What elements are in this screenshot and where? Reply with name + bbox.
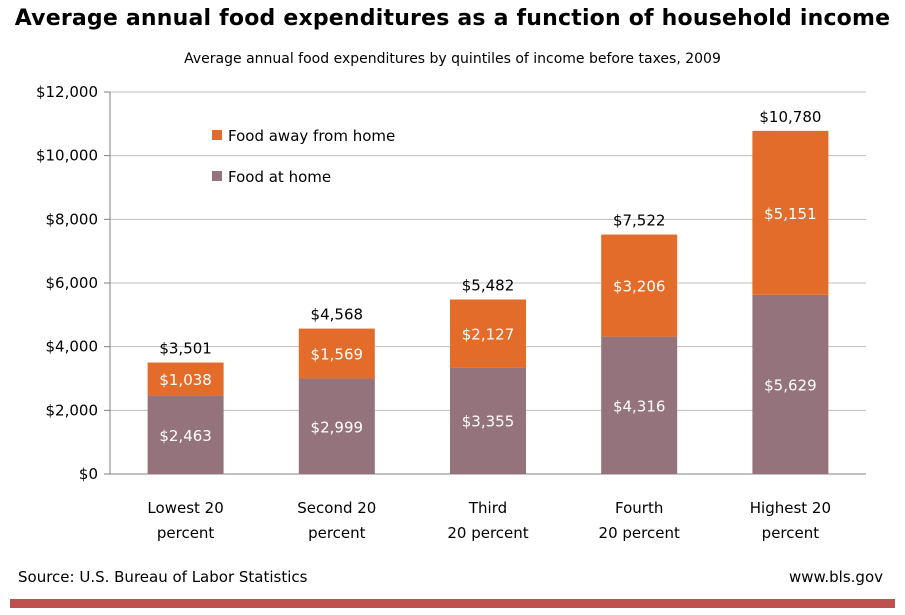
data-label-food-at-home: $2,463	[159, 427, 212, 445]
x-tick-label: Third	[468, 499, 507, 517]
data-label-food-at-home: $5,629	[764, 376, 817, 394]
data-label-food-away-from-home: $2,127	[462, 325, 515, 343]
x-tick-label: Second 20	[297, 499, 376, 517]
chart-subtitle: Average annual food expenditures by quin…	[184, 51, 721, 67]
bar-food-away-from-home	[752, 130, 829, 295]
data-label-food-away-from-home: $1,569	[311, 346, 364, 364]
bar-food-away-from-home	[450, 299, 526, 368]
legend-swatch	[212, 171, 222, 181]
data-label-food-at-home: $4,316	[613, 397, 666, 415]
bar-food-at-home	[298, 378, 375, 474]
total-label: $3,501	[159, 340, 212, 358]
total-label: $4,568	[311, 306, 364, 324]
x-tick-label: percent	[157, 524, 215, 542]
bar-food-at-home	[450, 367, 526, 474]
total-label: $10,780	[759, 108, 821, 126]
bar-food-away-from-home	[147, 362, 224, 396]
chart-title: Average annual food expenditures as a fu…	[14, 6, 891, 31]
x-tick-label: Highest 20	[750, 499, 831, 517]
legend-swatch	[212, 130, 222, 140]
x-tick-label: Fourth	[615, 499, 663, 517]
data-label-food-at-home: $3,355	[462, 413, 515, 431]
source-note: Source: U.S. Bureau of Labor Statistics	[18, 568, 308, 586]
y-tick-label: $4,000	[46, 338, 99, 356]
total-label: $5,482	[462, 276, 515, 294]
bar-food-at-home	[147, 395, 224, 474]
y-tick-label: $12,000	[36, 83, 98, 101]
y-tick-label: $6,000	[46, 274, 99, 292]
legend-label: Food away from home	[228, 127, 395, 145]
x-tick-label: percent	[762, 524, 820, 542]
bar-food-away-from-home	[601, 234, 678, 337]
y-tick-label: $10,000	[36, 147, 98, 165]
stacked-bar-chart: $0 $2,000 $4,000 $6,000 $8,000 $10,000 $12,000…	[36, 83, 866, 542]
y-tick-label: $8,000	[46, 210, 99, 228]
data-label-food-away-from-home: $1,038	[159, 371, 212, 389]
bottom-rule	[10, 599, 895, 608]
site-url: www.bls.gov	[788, 568, 883, 586]
bar-food-away-from-home	[298, 328, 375, 379]
x-tick-label: 20 percent	[599, 524, 680, 542]
data-label-food-away-from-home: $5,151	[764, 205, 817, 223]
bar-food-at-home	[601, 336, 678, 474]
x-tick-label: 20 percent	[447, 524, 528, 542]
data-label-food-at-home: $2,999	[311, 418, 364, 436]
x-tick-label: Lowest 20	[147, 499, 223, 517]
total-label: $7,522	[613, 212, 666, 230]
bar-food-at-home	[752, 294, 829, 474]
y-tick-label: $2,000	[46, 401, 99, 419]
legend-label: Food at home	[228, 168, 331, 186]
x-tick-label: percent	[308, 524, 366, 542]
data-label-food-away-from-home: $3,206	[613, 278, 666, 296]
y-tick-label: $0	[79, 465, 98, 483]
